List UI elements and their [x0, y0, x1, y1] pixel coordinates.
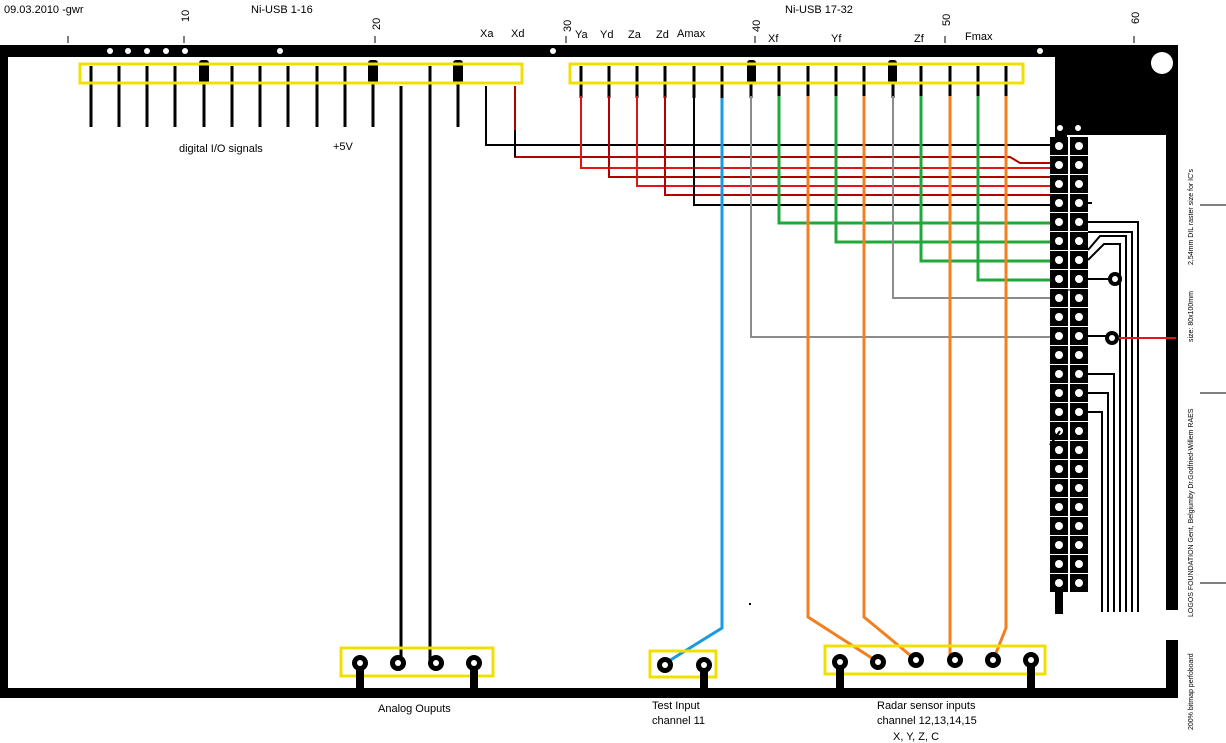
trace-zd	[664, 96, 1060, 196]
signal-labels: Xa Xd Ya Yd Za Zd Amax Xf Yf Zf Fmax	[480, 28, 993, 45]
board-outline	[0, 45, 1178, 698]
trace-green-3	[919, 96, 1060, 263]
label-ya: Ya	[575, 29, 589, 41]
label-test-input: Test Input	[652, 700, 700, 712]
side-stripboard-text: 200% bitmap perfoboard	[1188, 653, 1195, 730]
radar-sensor-connector	[823, 644, 1047, 697]
analog-output-connector	[339, 646, 495, 697]
label-amax: Amax	[677, 28, 706, 40]
side-foundation-text: LOGOS FOUNDATION Gent, Belgium	[1188, 498, 1195, 617]
ruler-50: 50	[941, 14, 953, 26]
side-dil-text: 2,54mm DIL raster size for IC's	[1188, 169, 1195, 265]
dil-pad-column	[1049, 137, 1176, 614]
trace-orange-2	[862, 96, 917, 662]
header-date: 09.03.2010 -gwr	[4, 4, 84, 16]
side-author-text: by Dr.Godfried-Willem RAES	[1188, 408, 1195, 498]
mounting-hole	[1151, 52, 1173, 74]
side-size-text: size: 80x100mm	[1188, 291, 1195, 342]
label-xd: Xd	[511, 28, 524, 40]
trace-fmax	[976, 96, 1060, 282]
label-plus5v: +5V	[333, 141, 354, 153]
trace-zf	[892, 96, 1060, 299]
ruler-20: 20	[371, 18, 383, 30]
test-input-connector	[648, 649, 718, 697]
left-header-highlight	[78, 62, 524, 85]
label-xf: Xf	[768, 33, 779, 45]
left-header-thick-pins	[199, 60, 463, 84]
right-header-highlight	[568, 62, 1025, 85]
label-zf: Zf	[914, 33, 925, 45]
label-yf: Yf	[831, 33, 842, 45]
label-zd: Zd	[656, 29, 669, 41]
label-digital-io: digital I/O signals	[179, 143, 263, 155]
ruler-30: 30	[562, 20, 574, 32]
trace-za	[636, 96, 1060, 187]
trace-orange-1	[806, 96, 879, 664]
label-test-channel: channel 11	[652, 715, 705, 727]
trace-xf	[750, 96, 1060, 338]
label-radar-axes: X, Y, Z, C	[893, 731, 939, 743]
ruler: 10 20 30 40 50 60	[67, 10, 1142, 43]
left-header-pins	[89, 66, 460, 127]
trace-amax	[693, 96, 1060, 206]
trace-orange-4	[992, 96, 1008, 659]
label-analog-outputs: Analog Ouputs	[378, 703, 451, 715]
header-usb-left: Ni-USB 1-16	[251, 4, 313, 16]
ruler-60: 60	[1130, 12, 1142, 24]
trace-green-1	[777, 96, 1060, 225]
ruler-40: 40	[751, 20, 763, 32]
right-header-thick-pins	[747, 60, 897, 84]
trace-ya	[580, 96, 1060, 169]
trace-yd	[608, 96, 1060, 178]
trace-yf	[834, 96, 1060, 244]
label-za: Za	[628, 29, 642, 41]
frame-dots	[107, 48, 1081, 131]
ruler-10: 10	[180, 10, 192, 22]
label-fmax: Fmax	[965, 31, 993, 43]
header-usb-right: Ni-USB 17-32	[785, 4, 853, 16]
label-xa: Xa	[480, 28, 494, 40]
label-radar-inputs: Radar sensor inputs	[877, 700, 976, 712]
trace-xa	[485, 86, 1060, 146]
label-yd: Yd	[600, 29, 613, 41]
label-radar-channels: channel 12,13,14,15	[877, 715, 977, 727]
